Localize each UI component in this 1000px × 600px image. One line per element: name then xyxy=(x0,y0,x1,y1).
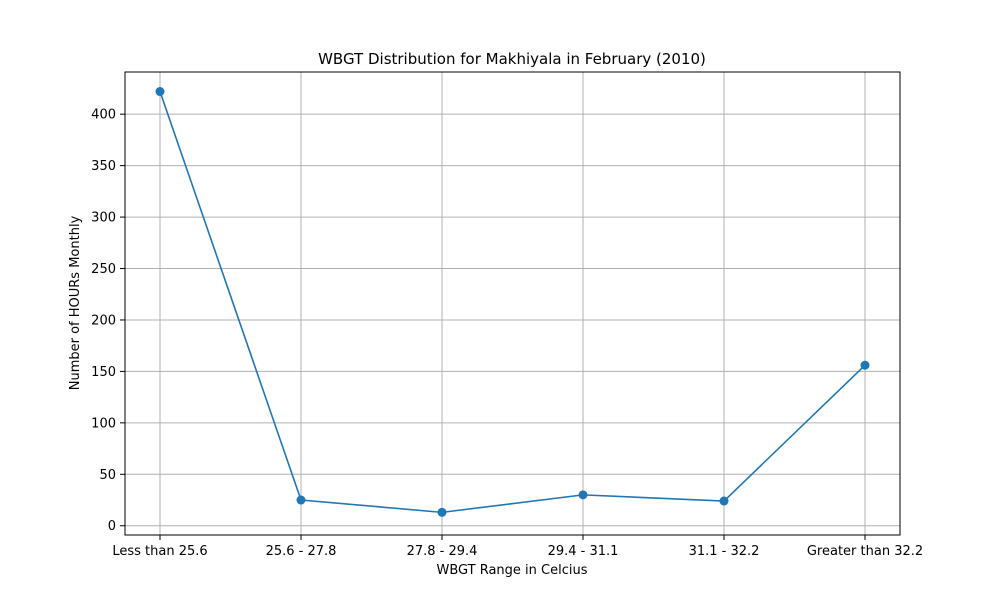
y-tick-label: 300 xyxy=(91,211,116,226)
data-point xyxy=(860,360,870,370)
data-point xyxy=(578,490,588,500)
x-tick-label: 27.8 - 29.4 xyxy=(407,544,478,559)
y-tick-label: 350 xyxy=(91,159,116,174)
y-tick-label: 400 xyxy=(91,108,116,123)
y-axis-label: Number of HOURs Monthly xyxy=(68,215,83,390)
x-tick-label: 29.4 - 31.1 xyxy=(548,544,619,559)
series-line xyxy=(159,91,866,514)
y-tick-label: 150 xyxy=(91,365,116,380)
series-layer xyxy=(155,87,870,517)
data-point xyxy=(437,507,447,517)
x-tick-label: 25.6 - 27.8 xyxy=(266,544,337,559)
y-tick-label: 50 xyxy=(99,468,116,483)
axis-layer: Less than 25.6 25.6 - 27.8 27.8 - 29.4 29.4… xyxy=(91,108,923,559)
x-tick-label: Greater than 32.2 xyxy=(807,544,923,559)
x-axis-label: WBGT Range in Celcius xyxy=(436,563,587,578)
data-point xyxy=(296,495,306,505)
y-tick-label: 200 xyxy=(91,313,116,328)
y-tick-label: 250 xyxy=(91,262,116,277)
data-point xyxy=(155,87,165,97)
y-tick-label: 100 xyxy=(91,416,116,431)
grid-layer xyxy=(125,72,900,535)
chart-title: WBGT Distribution for Makhiyala in Febru… xyxy=(318,50,706,68)
x-tick-label: 31.1 - 32.2 xyxy=(689,544,760,559)
x-tick-label: Less than 25.6 xyxy=(112,544,207,559)
data-point xyxy=(719,496,729,506)
y-tick-label: 0 xyxy=(108,519,116,534)
plot-frame xyxy=(124,71,901,536)
